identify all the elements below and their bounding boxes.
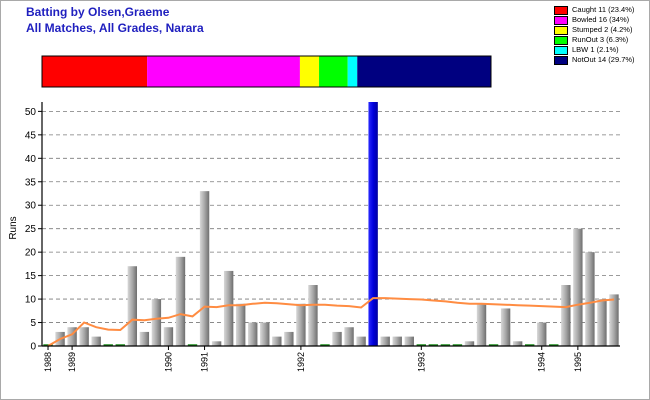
legend-item: RunOut 3 (6.3%)	[554, 35, 649, 45]
bar	[392, 336, 402, 346]
bar	[67, 327, 77, 346]
legend-item: LBW 1 (2.1%)	[554, 45, 649, 55]
bar	[175, 256, 186, 346]
bar	[597, 299, 607, 346]
legend-swatch	[554, 16, 568, 25]
legend-swatch	[554, 6, 568, 15]
bar	[404, 336, 414, 346]
bar	[223, 270, 234, 346]
bar	[500, 308, 511, 346]
chart-subtitle: All Matches, All Grades, Narara	[26, 21, 204, 35]
x-tick-label: 1989	[67, 352, 77, 372]
y-tick-label: 15	[25, 271, 37, 282]
legend-swatch	[554, 56, 568, 65]
legend-label: RunOut 3 (6.3%)	[572, 35, 629, 44]
bar	[609, 294, 619, 346]
x-tick-label: 1995	[573, 352, 583, 372]
bar	[296, 303, 306, 346]
bar	[91, 336, 101, 346]
x-tick-label: 1988	[43, 352, 53, 372]
axes	[41, 102, 620, 347]
dismissal-segment	[347, 56, 358, 87]
x-tick-label: 1990	[163, 352, 173, 372]
bar	[356, 336, 366, 346]
bar	[344, 327, 354, 346]
y-tick-label: 45	[25, 130, 37, 141]
x-tick-label: 1991	[200, 352, 210, 372]
dismissal-segment	[299, 56, 320, 87]
bar	[79, 327, 89, 346]
legend-item: Caught 11 (23.4%)	[554, 5, 649, 15]
bar-highlight	[368, 102, 378, 346]
bar	[235, 303, 246, 346]
bar	[248, 322, 258, 346]
bar-series	[43, 102, 619, 346]
bar	[139, 331, 150, 346]
dismissal-segment	[42, 56, 148, 87]
y-tick-label: 25	[25, 224, 37, 235]
bar	[284, 331, 294, 346]
chart-title: Batting by Olsen,Graeme	[26, 5, 170, 19]
average-line	[47, 297, 615, 347]
y-tick-label: 30	[25, 201, 37, 212]
legend-swatch	[554, 46, 568, 55]
bar	[380, 336, 390, 346]
grid-lines	[42, 110, 620, 323]
bar	[211, 341, 222, 346]
legend-label: Stumped 2 (4.2%)	[572, 25, 633, 34]
y-tick-label: 40	[25, 154, 37, 165]
legend-swatch	[554, 36, 568, 45]
bar	[512, 341, 523, 346]
bar	[308, 285, 318, 346]
bar	[573, 228, 583, 346]
bar	[332, 331, 342, 346]
bar	[464, 341, 475, 346]
bar	[163, 327, 174, 346]
x-tick-label: 1993	[416, 352, 426, 372]
bar	[260, 322, 270, 346]
bar	[151, 299, 162, 346]
x-tick-label: 1994	[537, 352, 547, 372]
y-tick-label: 10	[25, 295, 37, 306]
bar	[199, 191, 210, 346]
legend-item: Stumped 2 (4.2%)	[554, 25, 649, 35]
legend-label: NotOut 14 (29.7%)	[572, 55, 635, 64]
bar	[561, 285, 571, 346]
legend-label: LBW 1 (2.1%)	[572, 45, 619, 54]
x-axis-labels: 1988 1989 1990 1991 1992 1993 1994 1995	[43, 346, 583, 372]
bar	[272, 336, 282, 346]
legend-item: Bowled 16 (34%)	[554, 15, 649, 25]
dismissal-bar-border	[41, 55, 492, 88]
x-tick-label: 1992	[296, 352, 306, 372]
y-tick-label: 5	[30, 318, 36, 329]
y-tick-label: 20	[25, 248, 37, 259]
y-axis-ticks: 0 5 10 15 20 25 30 35 40 45 50	[25, 107, 42, 353]
bar	[476, 303, 487, 346]
legend-item: NotOut 14 (29.7%)	[554, 55, 649, 65]
y-tick-label: 35	[25, 177, 37, 188]
y-axis-label: Runs	[8, 216, 19, 239]
legend-label: Bowled 16 (34%)	[572, 15, 630, 24]
bar	[127, 266, 138, 346]
y-tick-label: 0	[30, 342, 36, 353]
y-tick-label: 50	[25, 107, 37, 118]
legend-label: Caught 11 (23.4%)	[572, 5, 635, 14]
dismissal-segment	[357, 56, 491, 87]
bar	[537, 322, 547, 346]
dismissal-segment	[319, 56, 348, 87]
dismissal-segment	[147, 56, 300, 87]
bar	[585, 252, 595, 346]
average-polyline	[47, 297, 615, 347]
legend-swatch	[554, 26, 568, 35]
dismissal-breakdown-bar	[41, 55, 492, 88]
